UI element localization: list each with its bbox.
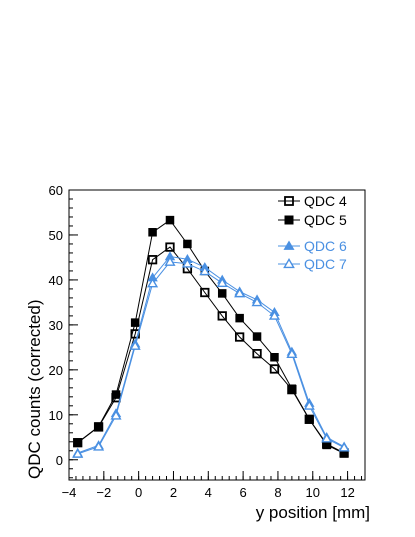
x-tick-label: −4: [62, 485, 77, 500]
data-point: [73, 438, 82, 447]
series-line: [77, 219, 345, 454]
series-4: [72, 256, 350, 458]
legend-label: QDC 6: [304, 238, 347, 254]
data-point: [181, 258, 193, 268]
data-point: [72, 448, 84, 458]
data-point: [286, 348, 298, 359]
data-point: [217, 289, 227, 298]
x-tick-label: 8: [274, 485, 281, 500]
data-point: [147, 277, 159, 288]
data-point: [183, 239, 192, 249]
y-tick-label: 60: [49, 183, 63, 198]
data-point: [251, 296, 263, 307]
data-point: [252, 349, 262, 359]
y-tick-label: 50: [49, 228, 63, 243]
data-point: [287, 384, 297, 393]
data-point: [235, 313, 244, 323]
data-point: [252, 332, 262, 341]
data-point: [305, 415, 314, 424]
y-tick-label: 0: [56, 453, 63, 468]
x-tick-label: 0: [135, 485, 142, 500]
x-tick-label: 6: [240, 485, 247, 500]
y-tick-label: 30: [49, 318, 63, 333]
data-point: [147, 255, 158, 265]
data-point: [165, 215, 175, 225]
data-point: [93, 441, 105, 451]
data-point: [216, 277, 228, 287]
data-point: [200, 287, 210, 298]
series-3: [72, 251, 350, 457]
plot-frame: [68, 189, 366, 481]
x-tick-label: 12: [340, 485, 354, 500]
data-point: [110, 410, 122, 420]
data-point: [164, 256, 176, 266]
series-line: [77, 255, 345, 454]
series-line: [77, 261, 345, 455]
y-tick-label: 10: [49, 408, 63, 423]
data-point: [303, 400, 315, 410]
x-tick-label: −2: [96, 485, 111, 500]
x-tick-label: 4: [205, 485, 212, 500]
y-axis-label: QDC counts (corrected): [25, 300, 44, 480]
legend-marker: [283, 258, 295, 269]
data-point: [268, 310, 281, 320]
data-point: [321, 432, 333, 443]
data-point: [199, 265, 211, 276]
data-point: [165, 242, 175, 252]
legend-marker: [284, 196, 294, 206]
data-point: [111, 390, 121, 399]
legend-marker: [284, 215, 294, 225]
x-tick-label: 2: [170, 485, 177, 500]
data-point: [129, 340, 141, 350]
y-tick-label: 40: [49, 273, 63, 288]
legend-label: QDC 4: [304, 193, 347, 209]
legend-label: QDC 7: [304, 256, 347, 272]
data-point: [148, 228, 157, 237]
legend-label: QDC 5: [304, 212, 347, 228]
data-point: [217, 311, 227, 321]
series-2: [73, 215, 349, 458]
data-point: [338, 441, 350, 452]
data-point: [269, 364, 280, 374]
data-point: [94, 422, 103, 431]
data-point: [234, 332, 245, 342]
data-point: [234, 287, 246, 298]
data-point: [270, 353, 279, 362]
data-point: [130, 318, 140, 327]
y-tick-label: 20: [49, 363, 63, 378]
legend-marker: [283, 240, 295, 250]
x-tick-label: 10: [306, 485, 320, 500]
x-axis-label: y position [mm]: [256, 503, 370, 522]
